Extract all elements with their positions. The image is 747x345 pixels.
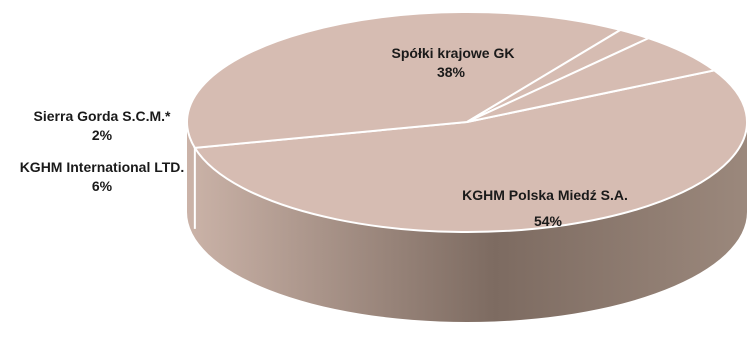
pie-slice-1 [186, 11, 623, 149]
pie-top-surface [186, 11, 747, 233]
slice-pct-sierra-gorda: 2% [92, 127, 113, 143]
slice-label-kghm-polska: KGHM Polska Miedź S.A. [462, 187, 628, 203]
pie-side-wall [187, 122, 747, 322]
pie-labels: Spółki krajowe GK 38% Sierra Gorda S.C.M… [20, 45, 628, 229]
pie-slice-3 [466, 37, 717, 123]
slice-pct-spolki-krajowe: 38% [437, 64, 466, 80]
slice-pct-kghm-international: 6% [92, 178, 113, 194]
slice-label-spolki-krajowe: Spółki krajowe GK [392, 45, 515, 61]
pie-side-wall-fill [187, 122, 747, 322]
slice-label-sierra-gorda: Sierra Gorda S.C.M.* [34, 108, 171, 124]
slice-label-kghm-international: KGHM International LTD. [20, 159, 185, 175]
slice-pct-kghm-polska: 54% [534, 213, 563, 229]
